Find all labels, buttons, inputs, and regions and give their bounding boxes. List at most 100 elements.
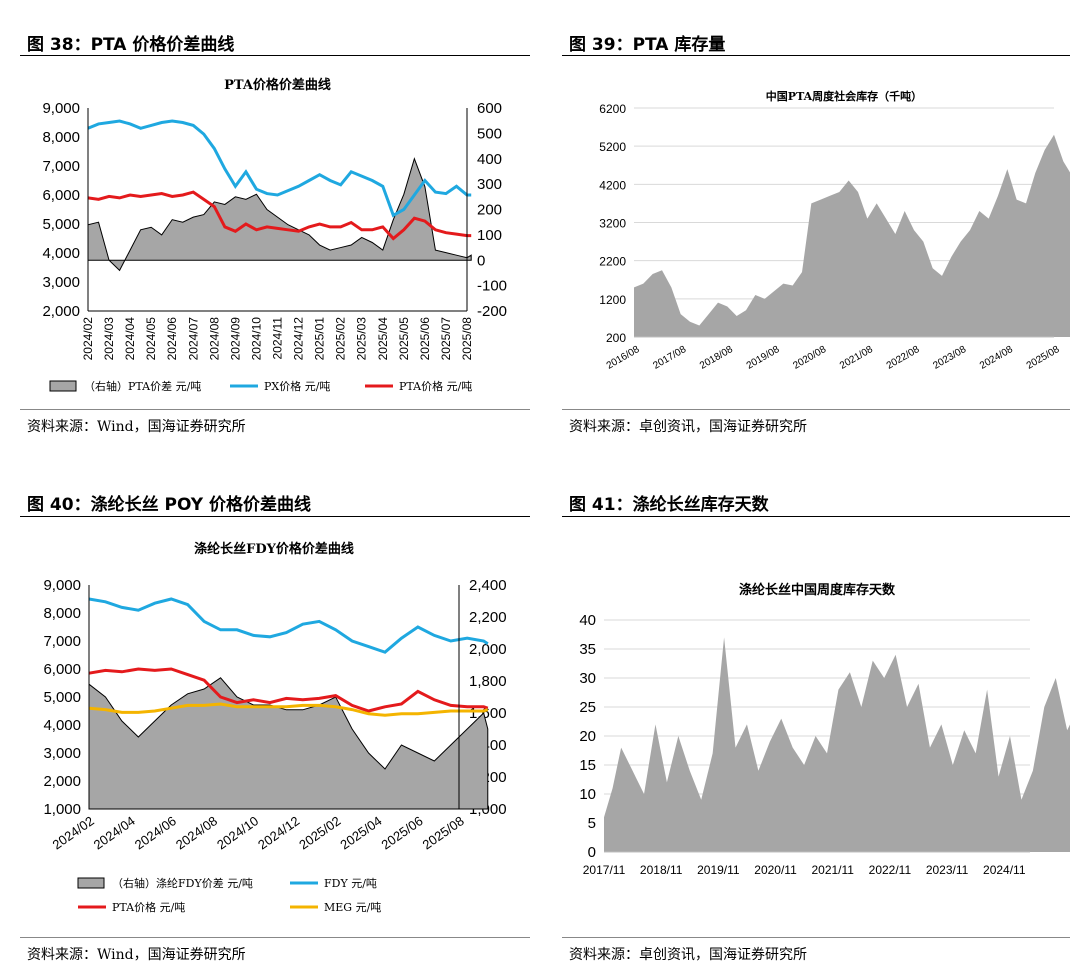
legend-label: MEG 元/吨	[324, 901, 381, 914]
x-axis-tick-label: 2024/07	[186, 317, 200, 361]
left-axis-tick-label: 8,000	[42, 129, 80, 146]
price-line-series	[88, 667, 489, 713]
figure-40-bottom-rule	[20, 937, 530, 938]
y-axis-tick-label: 3200	[599, 217, 626, 231]
y-axis-tick-label: 2200	[599, 255, 626, 269]
y-axis-tick-label: 6200	[599, 102, 626, 116]
right-axis-tick-label: 0	[477, 252, 485, 269]
chart-pta-price-spread: PTA价格价差曲线 9,000 8,000 7,000 6,000 5,000 4,000 3…	[42, 77, 507, 393]
figure-41-bottom-rule	[562, 937, 1070, 938]
right-axis-tick-label: -100	[477, 278, 507, 295]
figure-38-top-rule	[20, 55, 530, 56]
chart-fdy-price-spread: 涤纶长丝FDY价格价差曲线 9,000 8,000 7,000 6,000 5,000 4,…	[43, 541, 507, 914]
y-axis-tick-label: 5	[588, 815, 596, 832]
x-axis-tick-label: 2017/08	[651, 344, 688, 372]
x-axis-tick-label: 2020/11	[754, 863, 797, 877]
x-axis-tick-label: 2025/03	[355, 317, 369, 361]
x-axis-tick-label: 2024/12	[255, 813, 302, 852]
x-axis-tick-label: 2016/08	[605, 344, 642, 372]
figure-39-bottom-rule	[562, 409, 1070, 410]
right-axis-tick-label: -200	[477, 303, 507, 320]
x-axis-tick-label: 2017/11	[583, 863, 626, 877]
x-axis-tick-label: 2025/02	[296, 813, 343, 852]
x-axis-tick-label: 2022/08	[885, 344, 922, 372]
right-axis-tick-label: 1,800	[469, 673, 507, 690]
x-axis-tick-label: 2022/11	[869, 863, 912, 877]
inventory-area-series	[604, 637, 1070, 852]
y-axis-tick-label: 4200	[599, 178, 626, 192]
chart-title: 中国PTA周度社会库存（千吨）	[766, 89, 922, 103]
x-axis-tick-label: 2019/08	[745, 344, 782, 372]
left-axis-tick-label: 9,000	[42, 100, 80, 117]
figure-39-top-rule	[562, 55, 1070, 56]
chart-title: PTA价格价差曲线	[224, 77, 331, 93]
spread-area-series	[87, 157, 472, 272]
x-axis-tick-label: 2020/08	[791, 344, 828, 372]
x-axis-tick-label: 2024/11	[271, 317, 285, 360]
legend-label: FDY 元/吨	[324, 877, 377, 890]
x-axis-tick-label: 2021/11	[811, 863, 854, 877]
left-axis-tick-label: 3,000	[42, 274, 80, 291]
x-axis-tick-label: 2024/04	[123, 317, 137, 361]
x-axis-tick-label: 2024/06	[132, 813, 179, 852]
left-axis-tick-label: 5,000	[42, 216, 80, 233]
y-axis-tick-label: 20	[579, 728, 596, 745]
y-axis-tick-label: 30	[579, 670, 596, 687]
x-axis-tick-label: 2024/09	[228, 317, 242, 361]
legend-label: PX价格 元/吨	[264, 379, 330, 393]
x-axis-tick-label: 2025/05	[397, 317, 411, 361]
x-axis-tick-label: 2025/08	[1025, 344, 1062, 372]
x-axis-tick-label: 2018/08	[698, 344, 735, 372]
legend-swatch-area	[49, 380, 77, 392]
right-axis-tick-label: 2,200	[469, 609, 507, 626]
y-axis-tick-label: 40	[579, 612, 596, 629]
right-axis-tick-label: 200	[477, 202, 502, 219]
figure-41-source: 资料来源：卓创资讯，国海证券研究所	[569, 947, 807, 963]
y-axis-tick-label: 1200	[599, 293, 626, 307]
price-line-series	[87, 119, 472, 218]
figure-41-heading: 图 41：涤纶长丝库存天数	[569, 495, 769, 515]
left-axis-tick-label: 2,000	[42, 303, 80, 320]
left-axis-tick-label: 4,000	[43, 717, 81, 734]
left-axis-tick-label: 7,000	[42, 158, 80, 175]
left-axis-tick-label: 9,000	[43, 577, 81, 594]
chart-title: 涤纶长丝FDY价格价差曲线	[194, 541, 354, 557]
x-axis-tick-label: 2024/08	[207, 317, 221, 361]
x-axis-tick-label: 2025/08	[420, 813, 467, 852]
x-axis-tick-label: 2025/04	[376, 317, 390, 361]
left-axis-tick-label: 7,000	[43, 633, 81, 650]
chart-filament-inventory-days: 涤纶长丝中国周度库存天数 40 35 30 25 20 15 10 5 0 2017/11 2018/…	[579, 582, 1070, 877]
legend-label: PTA价格 元/吨	[399, 379, 472, 393]
x-axis-tick-label: 2018/11	[640, 863, 683, 877]
legend-label: PTA价格 元/吨	[112, 900, 185, 914]
x-axis-tick-label: 2024/11	[983, 863, 1026, 877]
x-axis-tick-label: 2024/08	[173, 813, 220, 852]
left-axis-tick-label: 6,000	[43, 661, 81, 678]
x-axis-tick-label: 2025/06	[418, 317, 432, 361]
x-axis-tick-label: 2024/02	[50, 813, 97, 852]
legend-label: （右轴）PTA价差 元/吨	[84, 379, 201, 393]
figure-40-top-rule	[20, 516, 530, 517]
x-axis-tick-label: 2024/05	[144, 317, 158, 361]
price-line-series	[88, 702, 489, 717]
y-axis-tick-label: 10	[579, 786, 596, 803]
price-line-series	[87, 190, 472, 241]
figure-38-heading: 图 38：PTA 价格价差曲线	[27, 35, 235, 55]
price-line-series	[88, 597, 489, 654]
x-axis-tick-label: 2021/08	[838, 344, 875, 372]
y-axis-tick-label: 15	[579, 757, 596, 774]
figure-39-heading: 图 39：PTA 库存量	[569, 35, 726, 55]
left-axis-tick-label: 4,000	[42, 245, 80, 262]
legend-swatch-area	[77, 877, 105, 889]
x-axis-tick-label: 2023/11	[926, 863, 969, 877]
right-axis-tick-label: 600	[477, 100, 502, 117]
x-axis-tick-label: 2024/02	[81, 317, 95, 361]
x-axis-tick-label: 2024/12	[292, 317, 306, 361]
x-axis-tick-label: 2025/08	[460, 317, 474, 361]
left-axis-tick-label: 6,000	[42, 187, 80, 204]
right-axis-tick-label: 500	[477, 125, 502, 142]
y-axis-tick-label: 5200	[599, 140, 626, 154]
legend-label: （右轴）涤纶FDY价差 元/吨	[112, 876, 253, 890]
figure-40-heading: 图 40：涤纶长丝 POY 价格价差曲线	[27, 495, 312, 515]
left-axis-tick-label: 8,000	[43, 605, 81, 622]
